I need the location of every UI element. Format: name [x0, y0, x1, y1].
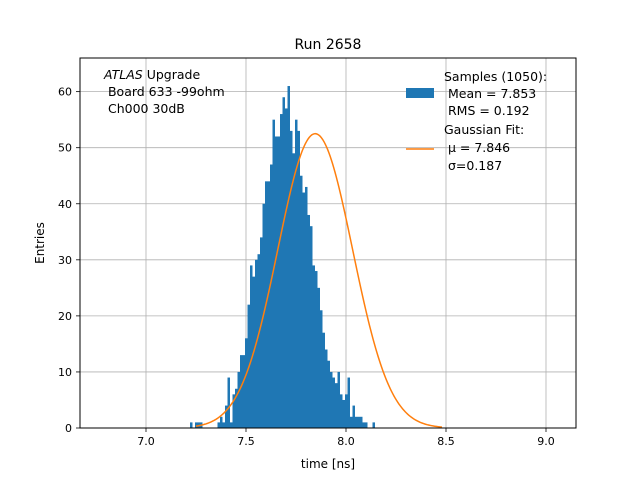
x-tick-label: 7.0: [137, 435, 155, 448]
histogram-bar: [225, 405, 228, 428]
histogram-bar: [290, 130, 293, 428]
x-tick-label: 7.5: [237, 435, 255, 448]
y-tick-label: 60: [58, 86, 72, 99]
annotation-line-1: ATLAS Upgrade: [103, 67, 200, 82]
legend-hist-line-3: RMS = 0.192: [444, 103, 530, 118]
y-tick-label: 0: [65, 422, 72, 435]
histogram-bar: [312, 265, 315, 428]
histogram-bar: [227, 377, 230, 428]
x-axis-ticks: 7.0 7.5 8.0 8.5 9.0: [137, 428, 555, 448]
histogram-bar: [245, 338, 248, 428]
histogram-bar: [330, 371, 333, 428]
y-axis-label: Entries: [33, 222, 47, 264]
histogram-bar: [270, 164, 273, 429]
histogram-bar: [297, 130, 300, 428]
histogram-bar: [325, 349, 328, 428]
histogram-bar: [222, 422, 225, 428]
histogram-bar: [342, 399, 345, 428]
histogram-bar: [285, 108, 288, 429]
histogram-bar: [317, 287, 320, 428]
x-tick-label: 8.5: [437, 435, 455, 448]
x-tick-label: 9.0: [537, 435, 555, 448]
histogram-bar: [287, 86, 290, 428]
histogram-bar: [350, 416, 353, 428]
histogram-bar: [275, 136, 278, 428]
histogram-bar: [282, 97, 285, 428]
legend-hist-line-1: Samples (1050):: [444, 69, 547, 84]
histogram-bar: [355, 416, 358, 428]
legend: Samples (1050): Mean = 7.853 RMS = 0.192…: [406, 69, 547, 173]
histogram-bar: [232, 394, 235, 428]
histogram-bar: [242, 355, 245, 428]
histogram-bar: [190, 422, 193, 428]
y-tick-label: 20: [58, 310, 72, 323]
y-axis-ticks: 0 10 20 30 40 50 60: [58, 86, 80, 435]
histogram-bar: [320, 310, 323, 428]
histogram-bar: [237, 371, 240, 428]
histogram-bar: [327, 360, 330, 428]
histogram-bar: [240, 355, 243, 428]
histogram-bar: [352, 405, 355, 428]
histogram-bar: [365, 422, 368, 428]
x-axis-label: time [ns]: [301, 457, 355, 471]
grid-lines: [80, 58, 576, 429]
histogram-bar: [362, 422, 365, 428]
histogram-bar: [347, 377, 350, 428]
legend-hist-line-2: Mean = 7.853: [444, 86, 536, 101]
annotation-upgrade: Upgrade: [143, 67, 201, 82]
annotation-line-2: Board 633 -99ohm: [104, 84, 225, 99]
histogram-bar: [372, 422, 375, 428]
atlas-annotation: ATLAS Upgrade Board 633 -99ohm Ch000 30d…: [103, 67, 225, 116]
y-tick-label: 10: [58, 366, 72, 379]
histogram-bar: [322, 332, 325, 428]
histogram-bar: [302, 192, 305, 428]
histogram-bar: [267, 181, 270, 428]
histogram-bar: [292, 153, 295, 428]
histogram-bar: [260, 237, 263, 428]
annotation-atlas: ATLAS: [103, 67, 143, 82]
histogram-bar: [235, 388, 238, 428]
histogram-bar: [340, 394, 343, 428]
histogram-bar: [305, 186, 308, 428]
histogram-bar: [217, 422, 220, 428]
histogram-bar: [310, 226, 313, 428]
histogram-bar: [360, 416, 363, 428]
histogram-bar: [307, 214, 310, 428]
histogram-bar: [295, 119, 298, 429]
y-tick-label: 30: [58, 254, 72, 267]
histogram-bar: [332, 377, 335, 428]
histogram-bar: [272, 119, 275, 429]
legend-fit-line-1: Gaussian Fit:: [444, 122, 524, 137]
histogram-bar: [220, 416, 223, 428]
legend-fit-line-3: σ=0.187: [444, 158, 502, 173]
histogram-bar: [345, 394, 348, 428]
histogram-bar: [300, 175, 303, 428]
histogram-bar: [337, 371, 340, 428]
histogram-bar: [315, 271, 318, 428]
histogram-bar: [335, 383, 338, 428]
histogram-bar: [277, 136, 280, 428]
chart-title: Run 2658: [295, 37, 362, 53]
histogram-bar: [357, 416, 360, 428]
x-tick-label: 8.0: [337, 435, 355, 448]
histogram-bar: [230, 422, 233, 428]
histogram-bar: [257, 254, 260, 428]
histogram-bar: [280, 114, 283, 428]
gaussian-fit-curve: [195, 132, 443, 428]
plot-frame: [79, 57, 577, 429]
y-tick-label: 50: [58, 142, 72, 155]
y-tick-label: 40: [58, 198, 72, 211]
histogram-bar: [250, 265, 253, 428]
legend-hist-swatch: [406, 88, 434, 98]
legend-fit-line-2: μ = 7.846: [444, 140, 510, 155]
annotation-line-3: Ch000 30dB: [104, 101, 185, 116]
histogram-bar: [195, 422, 198, 428]
